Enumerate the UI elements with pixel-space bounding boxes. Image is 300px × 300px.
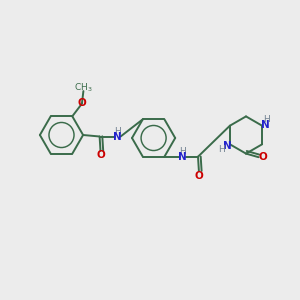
Text: H: H: [179, 147, 186, 156]
Text: N: N: [113, 132, 122, 142]
Text: H: H: [218, 145, 225, 154]
Text: O: O: [259, 152, 268, 162]
Text: H: H: [114, 127, 121, 136]
Text: O: O: [96, 150, 105, 161]
Text: N: N: [261, 119, 269, 130]
Text: H: H: [263, 115, 270, 124]
Text: O: O: [78, 98, 87, 108]
Text: O: O: [194, 171, 203, 181]
Text: N: N: [223, 140, 231, 151]
Text: CH$_3$: CH$_3$: [74, 81, 93, 94]
Text: N: N: [178, 152, 187, 162]
